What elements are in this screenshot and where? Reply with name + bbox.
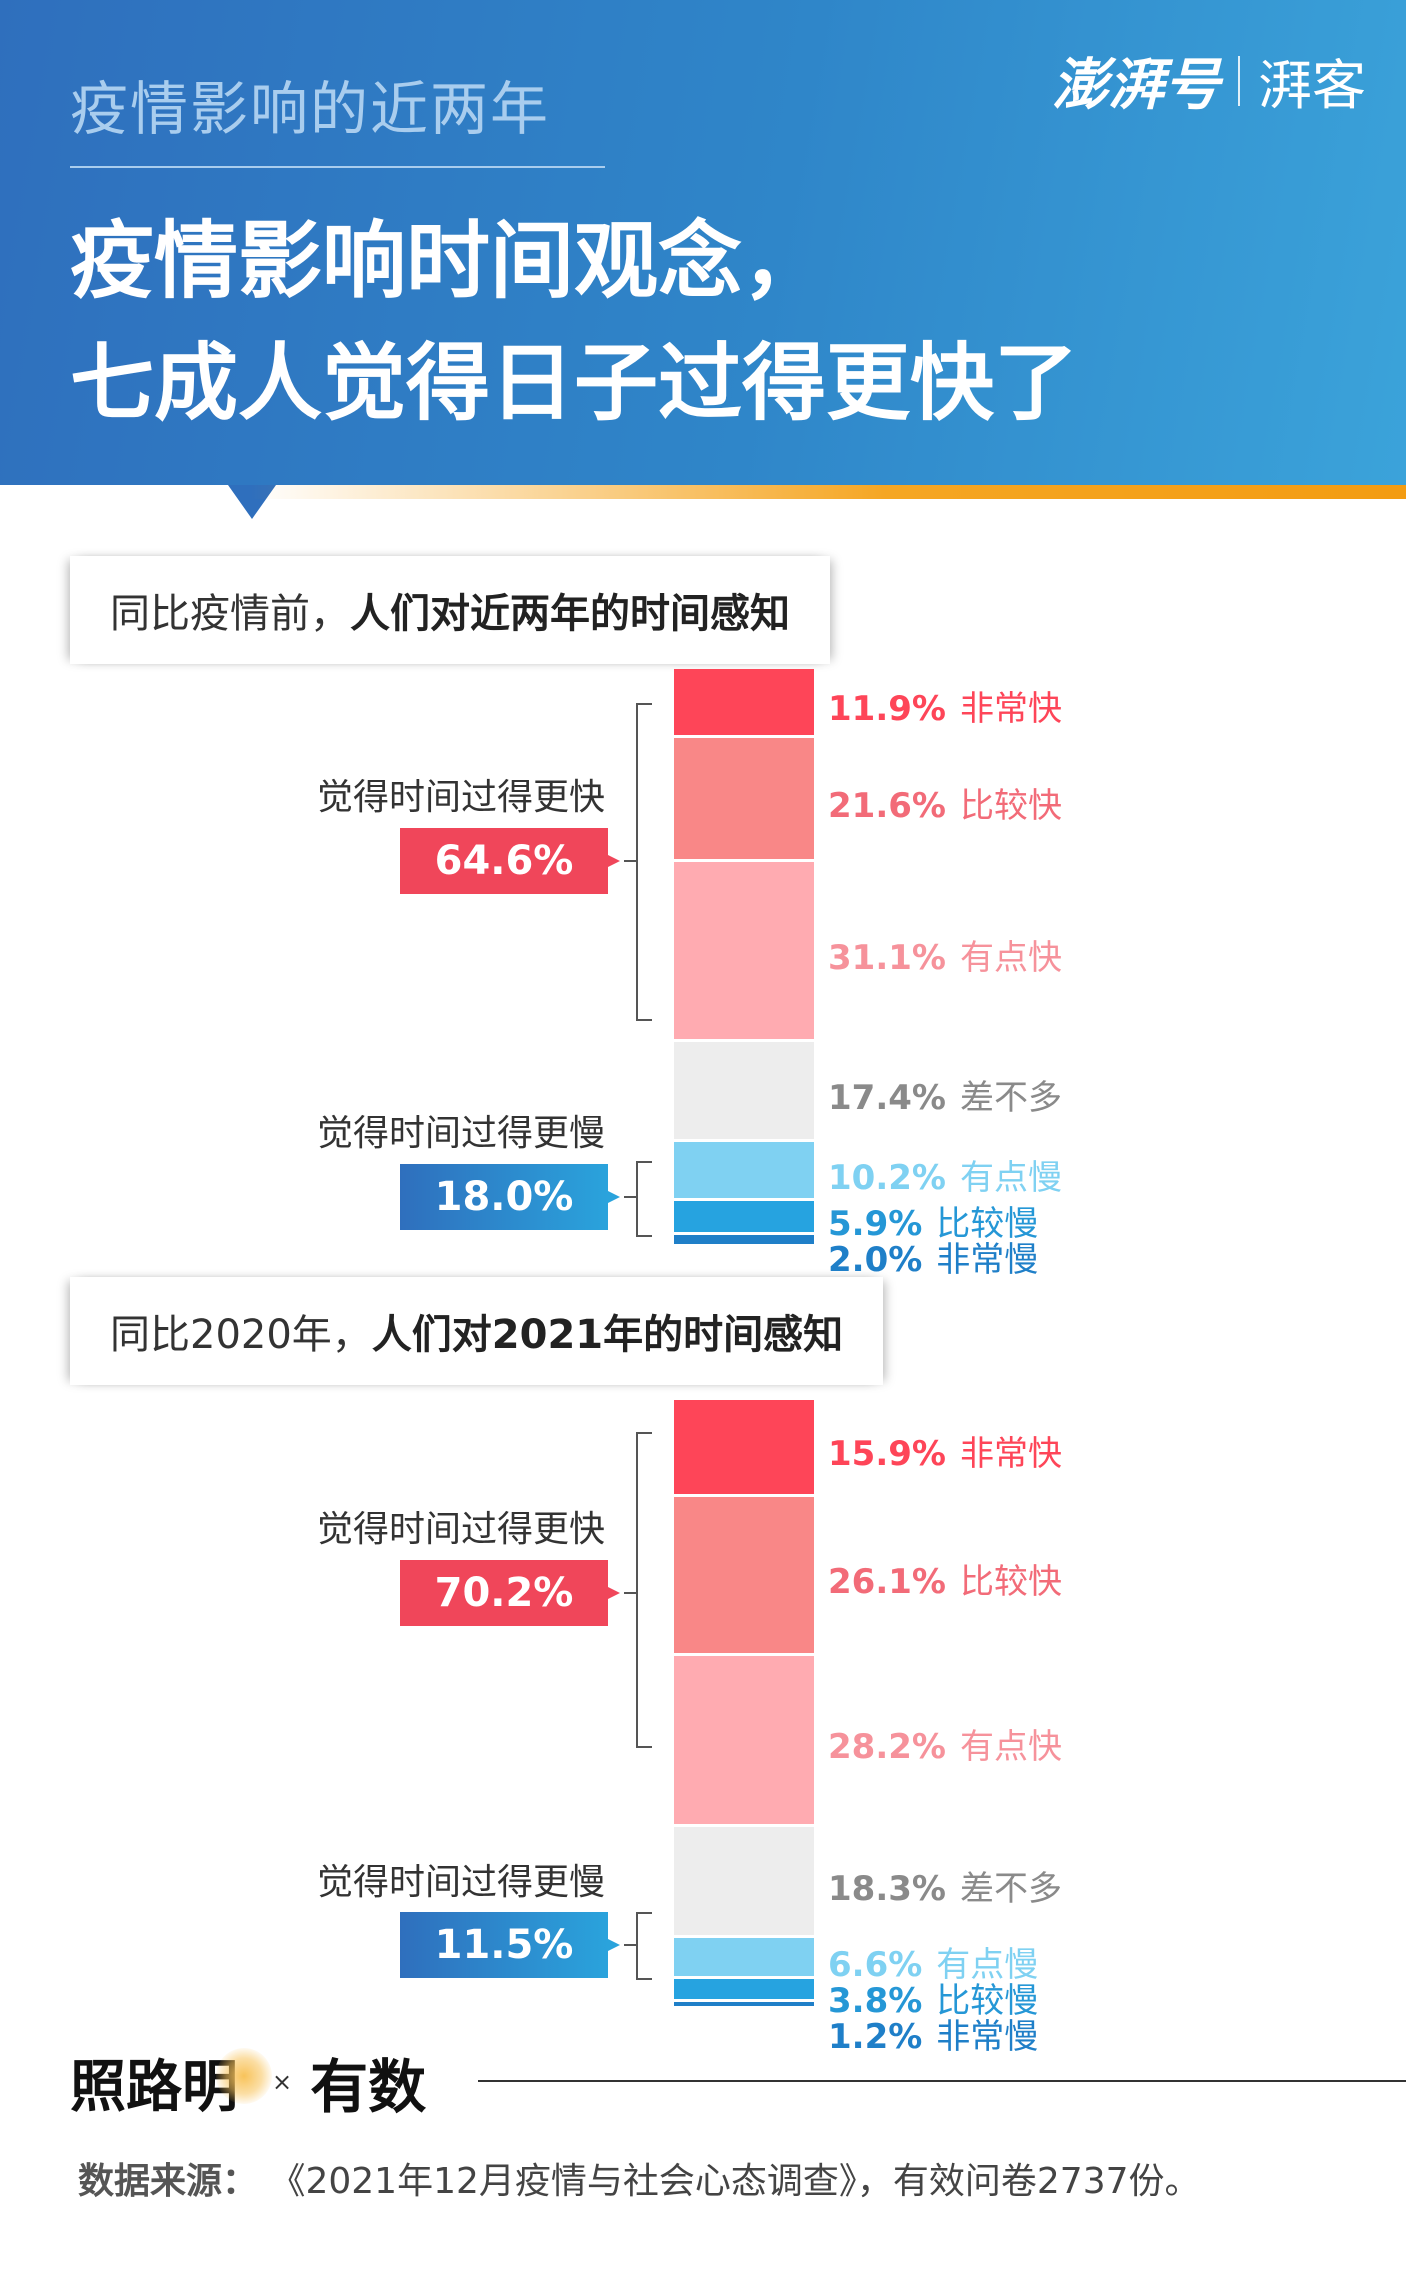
section-2-fast-brace [636,1432,652,1748]
segment-label-0-2: 31.1% 有点快 [828,930,1062,979]
section-1-slow-brace-tip [624,1196,636,1198]
segment-category-0-2: 有点快 [959,938,1062,979]
brand-zhaoluming: 照路明 [70,2042,272,2123]
segment-category-0-0: 非常快 [959,689,1062,730]
segment-value-0-5: 5.9% [828,1204,923,1245]
page-title: 疫情影响时间观念， 七成人觉得日子过得更快了 [70,200,1078,444]
bar-segment-1-1 [674,1496,814,1653]
segment-label-1-5: 3.8% 比较慢 [828,1973,1038,2022]
brand-youshu: 有数 [310,2053,427,2121]
segment-label-1-1: 26.1% 比较快 [828,1554,1062,1603]
title-line-1: 疫情影响时间观念， [70,212,827,310]
section-1-fast-brace-tip [624,860,636,862]
section-1-heading: 同比疫情前， 人们对近两年的时间感知 [70,556,830,664]
segment-value-1-6: 1.2% [828,2016,923,2057]
section-2-heading: 同比2020年， 人们对2021年的时间感知 [70,1277,884,1385]
section-1-fast-total-badge: 64.6% [400,828,620,894]
logo-divider [1238,55,1240,106]
data-source-text: 《2021年12月疫情与社会心态调查》，有效问卷2737份。 [269,2161,1201,2202]
bar-segment-0-1 [674,737,814,860]
segment-category-1-2: 有点快 [959,1727,1062,1768]
segment-label-0-0: 11.9% 非常快 [828,681,1062,730]
section-1-fast-label: 觉得时间过得更快 [316,777,605,818]
segment-value-0-6: 2.0% [828,1240,923,1281]
segment-label-0-5: 5.9% 比较慢 [828,1196,1038,1245]
section-1-slow-brace [636,1161,652,1237]
segment-label-0-6: 2.0% 非常慢 [828,1232,1038,1281]
logo: 澎湃号 湃客 [1052,40,1366,121]
segment-label-0-3: 17.4% 差不多 [828,1070,1062,1119]
segment-label-1-3: 18.3% 差不多 [828,1861,1062,1910]
bar-segment-1-3 [674,1827,814,1936]
bar-segment-0-3 [674,1042,814,1140]
bar-segment-0-5 [674,1201,814,1233]
segment-category-0-5: 比较慢 [936,1204,1039,1245]
segment-category-0-3: 差不多 [959,1078,1062,1119]
segment-value-0-4: 10.2% [828,1157,946,1198]
segment-category-1-0: 非常快 [959,1434,1062,1475]
data-source: 数据来源： 《2021年12月疫情与社会心态调查》，有效问卷2737份。 [78,2152,1201,2204]
segment-value-1-5: 3.8% [828,1980,923,2021]
bar-segment-1-2 [674,1655,814,1825]
kicker-underline [70,166,605,168]
section-1-heading-plain: 同比疫情前， [110,591,350,637]
section-1-slow-total-badge: 18.0% [400,1164,620,1230]
section-1-fast-brace [636,703,652,1021]
section-2-slow-brace-tip [624,1944,636,1946]
segment-category-0-6: 非常慢 [936,1240,1039,1281]
bar-segment-1-5 [674,1978,814,1999]
accent-stripe [250,485,1406,499]
segment-label-1-0: 15.9% 非常快 [828,1426,1062,1475]
logo-sub-text: 湃客 [1258,54,1366,117]
title-line-2: 七成人觉得日子过得更快了 [70,334,1079,432]
bar-segment-0-2 [674,862,814,1039]
bar-segment-1-0 [674,1400,814,1494]
segment-value-1-3: 18.3% [828,1868,946,1909]
footer-rule [478,2080,1406,2082]
section-1-slow-label: 觉得时间过得更慢 [316,1113,605,1154]
segment-category-0-4: 有点慢 [959,1157,1062,1198]
section-2-slow-total-badge: 11.5% [400,1912,620,1978]
segment-value-1-0: 15.9% [828,1434,946,1475]
segment-value-0-3: 17.4% [828,1078,946,1119]
bar-segment-1-6 [674,2001,814,2006]
section-2-slow-label: 觉得时间过得更慢 [316,1862,605,1903]
collab-times: × [272,2068,293,2096]
segment-category-1-1: 比较快 [959,1562,1062,1603]
section-2-fast-label: 觉得时间过得更快 [316,1509,605,1550]
section-2-heading-plain: 同比2020年， [110,1312,372,1358]
logo-main-text: 澎湃号 [1052,53,1220,118]
section-2-fast-total-badge: 70.2% [400,1560,620,1626]
segment-label-0-4: 10.2% 有点慢 [828,1150,1062,1199]
header-banner: 疫情影响的近两年 澎湃号 湃客 疫情影响时间观念， 七成人觉得日子过得更快了 [0,0,1406,485]
segment-category-1-3: 差不多 [959,1868,1062,1909]
kicker-text: 疫情影响的近两年 [70,75,551,143]
segment-label-0-1: 21.6% 比较快 [828,778,1062,827]
segment-category-0-1: 比较快 [959,786,1062,827]
bar-segment-0-6 [674,1235,814,1244]
segment-label-1-2: 28.2% 有点快 [828,1719,1062,1768]
bar-segment-1-4 [674,1938,814,1976]
section-2-slow-brace [636,1912,652,1980]
brand-zhaoluming-text: 照路明 [70,2053,238,2120]
section-1-heading-bold: 人们对近两年的时间感知 [350,591,790,637]
segment-category-1-6: 非常慢 [936,2016,1039,2057]
bar-segment-0-0 [674,669,814,735]
segment-value-1-1: 26.1% [828,1562,946,1603]
data-source-label: 数据来源： [78,2161,259,2202]
segment-value-1-4: 6.6% [828,1944,923,1985]
segment-label-1-6: 1.2% 非常慢 [828,2009,1038,2058]
segment-category-1-5: 比较慢 [936,1980,1039,2021]
section-2-heading-bold: 人们对2021年的时间感知 [371,1312,844,1358]
segment-value-0-2: 31.1% [828,938,946,979]
footer-logos: 照路明 × 有数 [70,2040,426,2124]
section-2-fast-brace-tip [624,1592,636,1594]
segment-label-1-4: 6.6% 有点慢 [828,1937,1038,1986]
segment-value-0-1: 21.6% [828,786,946,827]
segment-value-0-0: 11.9% [828,689,946,730]
bar-segment-0-4 [674,1142,814,1199]
glow-dot-icon [216,2047,272,2104]
segment-category-1-4: 有点慢 [936,1944,1039,1985]
segment-value-1-2: 28.2% [828,1727,946,1768]
